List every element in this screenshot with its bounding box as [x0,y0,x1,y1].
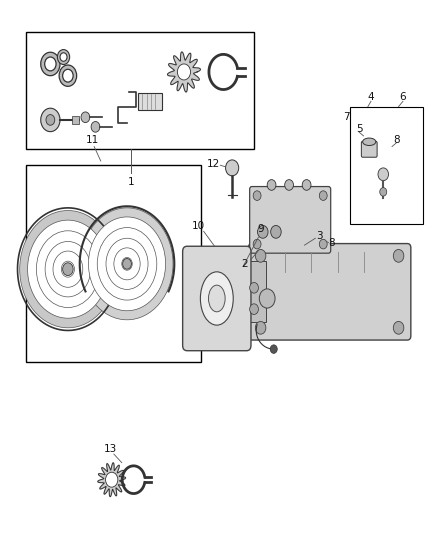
Bar [26,32,254,149]
Text: 4: 4 [367,92,374,102]
Circle shape [57,50,70,64]
Circle shape [259,289,275,308]
Polygon shape [98,463,126,497]
Circle shape [267,180,276,190]
Circle shape [106,238,148,289]
Text: 8: 8 [393,135,400,144]
Circle shape [285,180,293,190]
Text: 7: 7 [343,112,350,122]
Circle shape [393,249,404,262]
Circle shape [41,108,60,132]
Circle shape [99,230,155,298]
FancyBboxPatch shape [183,246,251,351]
Text: 6: 6 [399,92,406,102]
Circle shape [393,321,404,334]
Circle shape [108,240,146,287]
Circle shape [255,249,266,262]
Circle shape [61,261,74,277]
Circle shape [45,241,91,297]
Circle shape [36,231,99,308]
Circle shape [60,53,67,61]
Circle shape [253,191,261,200]
Text: 2: 2 [241,259,248,269]
Circle shape [46,115,55,125]
Circle shape [45,57,56,71]
FancyBboxPatch shape [361,141,377,157]
Text: 12: 12 [207,159,220,168]
Circle shape [319,191,327,200]
Ellipse shape [200,272,233,325]
Text: 8: 8 [328,238,336,247]
Circle shape [41,52,60,76]
Circle shape [63,69,73,82]
Circle shape [271,225,281,238]
Circle shape [91,122,100,132]
Circle shape [20,211,116,328]
FancyBboxPatch shape [250,187,331,253]
Circle shape [123,259,131,269]
Ellipse shape [363,138,376,146]
Circle shape [29,222,106,316]
Circle shape [88,217,166,311]
Circle shape [114,248,140,280]
Circle shape [116,251,138,277]
Ellipse shape [208,285,225,312]
Circle shape [177,64,191,80]
Circle shape [90,219,164,309]
Circle shape [258,225,268,238]
Polygon shape [167,52,201,92]
Circle shape [106,472,118,487]
Circle shape [255,321,266,334]
Circle shape [302,180,311,190]
Circle shape [59,65,77,86]
Bar [72,116,79,124]
Circle shape [378,168,389,181]
FancyBboxPatch shape [248,244,411,340]
Circle shape [226,160,239,176]
Circle shape [122,257,132,270]
Bar [26,165,201,362]
Circle shape [53,251,83,287]
Text: 9: 9 [257,224,264,234]
Text: 11: 11 [85,135,99,144]
Circle shape [97,228,157,300]
Bar [350,107,423,224]
Text: 10: 10 [192,221,205,231]
Text: 1: 1 [128,177,135,187]
Circle shape [270,345,277,353]
Circle shape [380,188,387,196]
Circle shape [55,253,81,285]
Circle shape [81,112,90,123]
Bar [138,93,162,110]
Circle shape [38,233,98,305]
Circle shape [63,263,73,276]
Circle shape [319,239,327,249]
Circle shape [47,244,89,295]
Circle shape [250,304,258,314]
Text: 13: 13 [104,444,117,454]
Circle shape [253,239,261,249]
Bar [248,261,266,322]
Text: 5: 5 [356,124,363,134]
Text: 3: 3 [316,231,323,240]
Circle shape [81,208,173,320]
Circle shape [250,282,258,293]
Circle shape [28,220,108,318]
